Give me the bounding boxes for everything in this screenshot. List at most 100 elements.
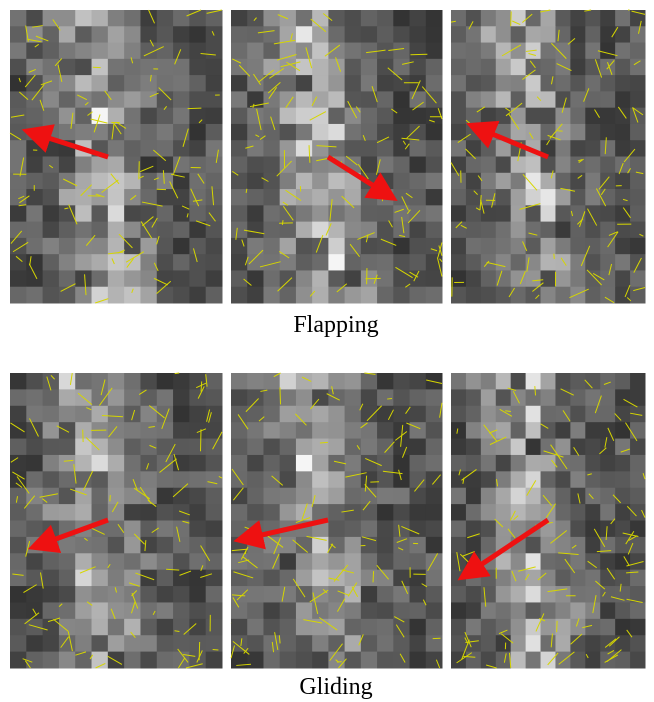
pixel: [451, 537, 466, 554]
pixel: [570, 389, 585, 406]
pixel: [10, 635, 27, 652]
pixel: [26, 59, 43, 76]
pixel: [555, 205, 570, 222]
pixel: [280, 619, 297, 636]
pixel: [10, 270, 27, 287]
pixel: [247, 389, 264, 406]
pixel: [247, 59, 264, 76]
pixel: [247, 173, 264, 190]
pixel: [26, 205, 43, 222]
pixel: [108, 270, 125, 287]
pixel: [570, 124, 585, 141]
pixel: [124, 10, 141, 27]
pixel: [75, 602, 92, 619]
pixel: [393, 140, 410, 157]
pixel: [451, 422, 466, 439]
pixel: [481, 619, 496, 636]
pixel: [511, 189, 526, 206]
pixel: [157, 59, 174, 76]
pixel: [247, 205, 264, 222]
pixel: [124, 43, 141, 60]
pixel: [451, 602, 466, 619]
pixel: [206, 189, 223, 206]
pixel: [173, 422, 190, 439]
pixel: [600, 504, 615, 521]
pixel: [10, 26, 27, 43]
pixel: [585, 471, 600, 488]
pixel: [59, 439, 76, 456]
pixel: [231, 652, 248, 669]
pixel: [570, 471, 585, 488]
pixel: [157, 287, 174, 304]
pixel: [296, 406, 313, 423]
pixel: [206, 570, 223, 587]
pixel: [206, 270, 223, 287]
pixel: [451, 10, 466, 27]
pixel: [124, 270, 141, 287]
pixel: [26, 406, 43, 423]
pixel: [10, 173, 27, 190]
pixel: [189, 157, 206, 174]
pixel: [26, 619, 43, 636]
pixel: [92, 488, 109, 505]
pixel: [600, 287, 615, 304]
pixel: [541, 91, 556, 108]
pixel: [92, 389, 109, 406]
pixel: [231, 75, 248, 92]
pixel: [75, 373, 92, 390]
pixel: [361, 389, 378, 406]
pixel: [481, 75, 496, 92]
pixel: [280, 455, 297, 472]
pixel: [570, 254, 585, 271]
pixel: [361, 504, 378, 521]
pixel: [263, 422, 280, 439]
pixel: [108, 504, 125, 521]
pixel: [377, 635, 394, 652]
pixel: [526, 602, 541, 619]
pixel: [393, 455, 410, 472]
pixel: [206, 373, 223, 390]
pixel: [280, 140, 297, 157]
pixel: [157, 602, 174, 619]
pixel: [26, 422, 43, 439]
pixel: [511, 26, 526, 43]
pixel: [426, 570, 443, 587]
pixel: [361, 602, 378, 619]
pixel: [59, 652, 76, 669]
pixel: [157, 635, 174, 652]
pixel: [361, 59, 378, 76]
pixel: [247, 373, 264, 390]
pixel: [451, 222, 466, 239]
pixel: [280, 652, 297, 669]
pixel: [189, 10, 206, 27]
pixel: [75, 504, 92, 521]
pixel: [296, 455, 313, 472]
pixel: [615, 619, 630, 636]
pixel: [630, 373, 645, 390]
pixel: [231, 91, 248, 108]
pixel: [526, 91, 541, 108]
pixel: [92, 455, 109, 472]
pixel: [481, 373, 496, 390]
pixel: [140, 471, 157, 488]
pixel: [361, 43, 378, 60]
pixel: [59, 373, 76, 390]
pixel: [173, 389, 190, 406]
pixel: [393, 635, 410, 652]
pixel: [451, 189, 466, 206]
pixel: [312, 373, 329, 390]
pixel: [345, 287, 362, 304]
pixel: [393, 254, 410, 271]
pixel: [615, 635, 630, 652]
pixel: [312, 602, 329, 619]
pixel: [555, 504, 570, 521]
pixel: [247, 439, 264, 456]
figure: Flapping Gliding: [0, 0, 654, 702]
pixel: [231, 270, 248, 287]
pixel: [426, 439, 443, 456]
pixel: [231, 205, 248, 222]
pixel: [26, 373, 43, 390]
pixel: [26, 570, 43, 587]
pixel: [157, 26, 174, 43]
pixel: [526, 635, 541, 652]
